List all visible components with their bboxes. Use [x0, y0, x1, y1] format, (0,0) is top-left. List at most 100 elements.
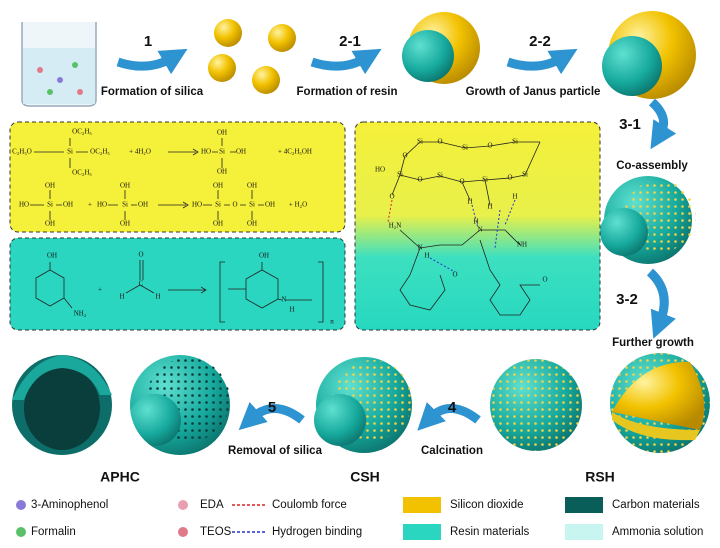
chem-label: OH — [265, 201, 275, 209]
chem-label: Si — [249, 201, 255, 209]
step-number: 1 — [144, 33, 152, 50]
chem-label: Si — [512, 138, 518, 146]
chem-label: OH — [45, 220, 55, 228]
arrow — [310, 48, 382, 75]
chem-label: Si — [47, 201, 53, 209]
arrow — [648, 98, 677, 150]
chem-label: OC₂H₅ — [72, 169, 92, 177]
chem-label: Si — [215, 201, 221, 209]
chem-label: OH — [213, 182, 223, 190]
product-label: CSH — [350, 469, 380, 485]
chem-label: OC₂H₅ — [72, 128, 92, 136]
step-number: 3-2 — [616, 291, 638, 308]
step-label: Formation of resin — [297, 86, 398, 98]
product-label: APHC — [100, 469, 140, 485]
janus-particle — [402, 12, 480, 84]
chem-label: NH — [517, 241, 527, 249]
chem-label: OH — [247, 220, 257, 228]
csh-particle — [314, 357, 412, 453]
chem-label: O — [487, 142, 492, 150]
chem-label: + — [88, 201, 92, 209]
beaker — [21, 22, 97, 107]
silica-panel: C₂H₅O Si OC₂H₅ OC₂H₅ OC₂H₅ + 4H₂O HO Si … — [9, 121, 346, 233]
chem-label: HO — [19, 201, 29, 209]
janus-particle-large — [602, 11, 696, 99]
step-label: Formation of silica — [101, 86, 204, 98]
legend-label: Ammonia solution — [612, 526, 703, 538]
chem-label: N — [477, 226, 482, 234]
arrow — [506, 48, 578, 75]
chem-label: OH — [213, 220, 223, 228]
chem-label: + H₂O — [289, 201, 307, 209]
chem-label: HO — [201, 148, 211, 156]
step-label: Growth of Janus particle — [466, 86, 601, 98]
legend-label: Formalin — [31, 526, 76, 538]
chem-label: O — [437, 138, 442, 146]
chem-label: Si — [437, 172, 443, 180]
chem-label: OH — [120, 182, 130, 190]
chem-label: Si — [417, 138, 423, 146]
chem-label: H — [473, 218, 478, 226]
chem-label: C₂H₅O — [12, 148, 32, 156]
chem-label: N — [417, 244, 422, 252]
chem-label: + — [98, 286, 102, 294]
chem-label: OC₂H₅ — [90, 148, 110, 156]
legend-label: Resin materials — [450, 526, 529, 538]
chem-label: OH — [236, 148, 246, 156]
chem-label: O — [232, 201, 237, 209]
chem-label: Si — [397, 171, 403, 179]
chem-label: O — [417, 176, 422, 184]
chem-label: OH — [138, 201, 148, 209]
legend-label: Hydrogen binding — [272, 526, 362, 538]
chem-label: H — [512, 193, 517, 201]
chem-label: + 4H₂O — [129, 148, 151, 156]
chem-label: H — [487, 203, 492, 211]
chem-label: Si — [522, 171, 528, 179]
chem-label: O — [402, 152, 407, 160]
chem-label: HO — [97, 201, 107, 209]
chem-label: H — [119, 293, 124, 301]
aphc-particles — [12, 355, 230, 455]
chem-label: H — [289, 306, 294, 314]
chem-label: H — [155, 293, 160, 301]
chem-label: OH — [217, 129, 227, 137]
chem-label: NH₂ — [74, 310, 87, 318]
arrow — [646, 268, 676, 339]
chem-label: Si — [122, 201, 128, 209]
chem-label: O — [138, 251, 143, 259]
chem-label: O — [507, 174, 512, 182]
rsh-particle — [490, 359, 582, 451]
chem-label: OH — [47, 252, 57, 260]
chem-label: Si — [482, 176, 488, 184]
step-label: Calcination — [421, 445, 483, 457]
step-number: 2-2 — [529, 33, 551, 50]
step-label: Removal of silica — [228, 445, 323, 457]
arrow — [417, 402, 481, 431]
step-label: Co-assembly — [616, 160, 688, 172]
chem-label: n — [330, 318, 334, 326]
step-number: 4 — [448, 399, 457, 416]
chem-label: Si — [219, 148, 225, 156]
legend-label: Carbon materials — [612, 499, 700, 511]
step-label: Further growth — [612, 337, 694, 349]
legend-label: Coulomb force — [272, 499, 347, 511]
legend-label: EDA — [200, 499, 224, 511]
arrow — [116, 48, 188, 75]
chem-label: + 4C₂H₅OH — [278, 148, 312, 156]
chem-label: OH — [45, 182, 55, 190]
chem-label: HO — [375, 166, 385, 174]
interaction-panel: Si Si Si Si Si Si Si O O O O O O HO O H … — [354, 121, 601, 331]
chem-label: OH — [217, 168, 227, 176]
chem-label: H — [467, 198, 472, 206]
chem-label: O — [542, 276, 547, 284]
legend-label: Silicon dioxide — [450, 499, 524, 511]
resin-panel: OH NH₂ + O C H H OH N H n — [9, 237, 346, 331]
step-number: 2-1 — [339, 33, 361, 50]
chem-label: HO — [192, 201, 202, 209]
chem-label: C — [139, 280, 144, 288]
chem-label: N — [281, 296, 286, 304]
rsh-cutaway — [610, 353, 710, 453]
chem-label: OH — [120, 220, 130, 228]
silica-spheres — [208, 19, 296, 94]
